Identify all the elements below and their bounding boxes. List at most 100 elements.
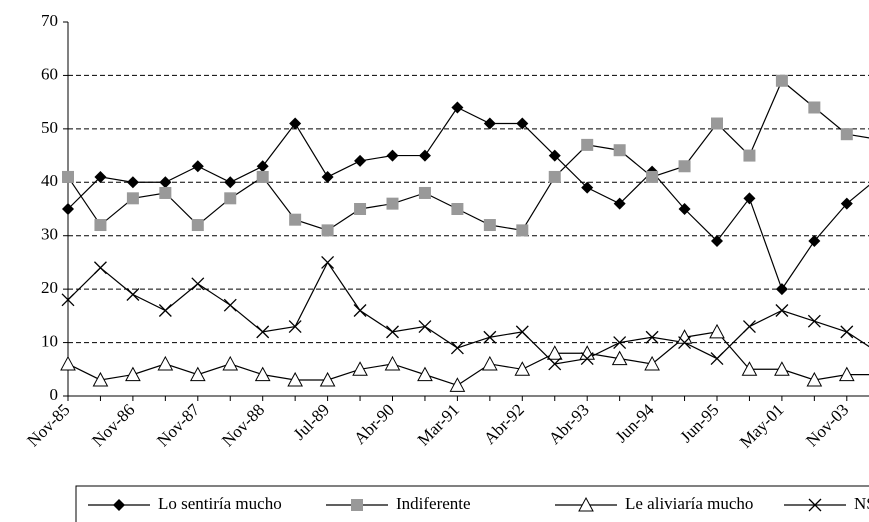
data-point (126, 176, 139, 189)
data-point (483, 330, 497, 344)
y-tick-label: 60 (41, 64, 58, 83)
y-tick-label: 10 (41, 331, 58, 350)
data-point (125, 366, 141, 382)
series-line (67, 261, 869, 365)
data-point (191, 219, 204, 232)
data-point (741, 361, 758, 376)
data-point (515, 325, 529, 339)
legend-label: Indiferente (396, 494, 471, 513)
data-point (774, 361, 790, 376)
legend-marker (351, 499, 363, 511)
data-point (807, 314, 821, 328)
data-point (224, 176, 237, 189)
data-point (775, 283, 788, 296)
data-point (613, 144, 626, 157)
x-tick-label: May-01 (736, 400, 787, 451)
data-point (191, 277, 205, 291)
data-point (354, 154, 367, 167)
data-point (808, 101, 821, 114)
data-point (256, 160, 269, 173)
data-point (483, 117, 496, 130)
legend-box (75, 485, 869, 522)
data-point (418, 149, 431, 162)
data-point (516, 224, 529, 237)
y-tick-label: 70 (41, 11, 58, 30)
series-line (67, 106, 869, 291)
x-tick-label: Abr-92 (480, 400, 528, 448)
data-point (256, 170, 269, 183)
data-point (482, 355, 498, 371)
data-point (254, 366, 271, 382)
data-point (580, 352, 594, 366)
data-point (256, 325, 270, 339)
x-tick-label: Nov-03 (802, 400, 852, 450)
data-point (60, 355, 76, 371)
data-point (613, 197, 626, 210)
data-point (321, 255, 335, 269)
data-point (678, 336, 692, 350)
data-point (417, 366, 433, 382)
data-point (386, 197, 399, 210)
data-point (646, 170, 659, 183)
data-point (223, 298, 237, 312)
data-point (514, 361, 531, 376)
x-tick-label: Jun-95 (676, 400, 722, 446)
y-tick-label: 50 (41, 118, 58, 137)
x-tick-label: Jun-94 (612, 400, 659, 447)
data-point (581, 138, 594, 151)
data-point (418, 186, 431, 199)
y-tick-label: 20 (41, 278, 58, 297)
data-point (61, 293, 75, 307)
data-point (386, 325, 399, 339)
data-point (319, 371, 336, 387)
data-point (289, 117, 302, 130)
legend-marker (578, 496, 594, 512)
data-point (93, 261, 107, 275)
data-point (483, 219, 496, 232)
x-tick-label: Abr-93 (545, 400, 593, 448)
data-point (613, 336, 627, 350)
x-tick-label: Nov-85 (23, 400, 73, 450)
data-point (224, 192, 237, 205)
data-point (743, 149, 756, 162)
data-point (321, 224, 334, 237)
legend-marker (113, 499, 125, 511)
data-point (386, 149, 399, 162)
data-point (222, 355, 239, 371)
data-point (808, 235, 821, 248)
data-point (516, 117, 529, 130)
data-point (548, 149, 561, 162)
data-point (451, 203, 464, 215)
data-point (191, 160, 204, 173)
data-point (548, 357, 562, 371)
data-point (94, 219, 107, 232)
y-tick-label: 40 (41, 171, 58, 190)
data-point (189, 366, 206, 382)
legend-label: Le aliviaría mucho (625, 494, 753, 513)
legend-label: NS (854, 494, 869, 513)
data-point (709, 323, 725, 339)
legend-marker (808, 498, 822, 512)
data-point (678, 160, 691, 173)
data-point (126, 192, 139, 205)
data-point (775, 74, 788, 87)
x-tick-label: Nov-88 (218, 400, 268, 450)
data-point (806, 371, 823, 387)
data-point (645, 330, 659, 344)
data-point (352, 361, 368, 376)
data-point (711, 117, 723, 130)
data-point (287, 371, 303, 387)
data-point (353, 304, 367, 317)
data-point (384, 355, 401, 371)
data-point (92, 371, 109, 387)
data-point (159, 176, 172, 189)
series-line (67, 331, 869, 386)
data-point (354, 203, 367, 215)
data-point (62, 170, 74, 183)
legend-label: Lo sentiría mucho (158, 494, 282, 513)
data-point (159, 186, 172, 199)
data-point (418, 320, 432, 334)
data-point (840, 197, 853, 210)
data-point (157, 355, 174, 371)
